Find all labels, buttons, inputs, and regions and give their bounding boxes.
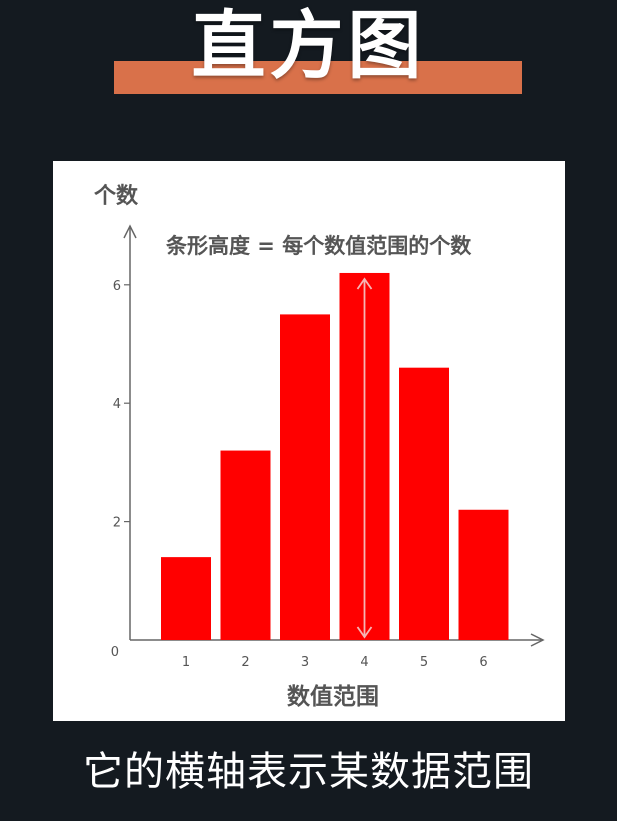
x-tick-label: 2	[241, 655, 249, 670]
histogram-bar	[220, 450, 271, 640]
title-banner: 直方图	[0, 0, 617, 110]
page-title: 直方图	[191, 3, 426, 89]
y-axis-label: 个数	[94, 183, 139, 209]
y-tick-label: 4	[113, 397, 121, 412]
histogram-bar	[161, 557, 211, 640]
histogram-bar	[458, 509, 509, 640]
y-tick-label: 0	[111, 645, 119, 660]
height-indicator-arrowhead-top	[356, 277, 373, 290]
y-tick-label: 2	[113, 516, 121, 531]
x-tick-label: 1	[182, 655, 190, 670]
y-tick-label: 6	[113, 279, 121, 294]
chart-annotation: 条形高度 = 每个数值范围的个数	[166, 234, 472, 258]
x-tick-label: 6	[479, 655, 487, 670]
histogram-bar	[399, 367, 449, 640]
subtitle-caption: 它的横轴表示某数据范围	[83, 749, 534, 795]
x-axis-label: 数值范围	[287, 683, 379, 710]
y-axis-arrowhead	[123, 224, 137, 239]
height-indicator-arrowhead-bottom	[356, 626, 373, 639]
x-tick-label: 3	[301, 655, 309, 670]
title-underline-bar	[114, 61, 522, 94]
chart-panel: 0 2 4 6 1 2 3 4 5 6 个数条形高度 = 每个数值范围的个数数值范围	[53, 161, 565, 721]
histogram-bar	[280, 314, 330, 640]
x-tick-label: 5	[420, 655, 428, 670]
x-tick-label: 4	[360, 655, 368, 670]
x-axis-arrowhead	[530, 633, 545, 647]
